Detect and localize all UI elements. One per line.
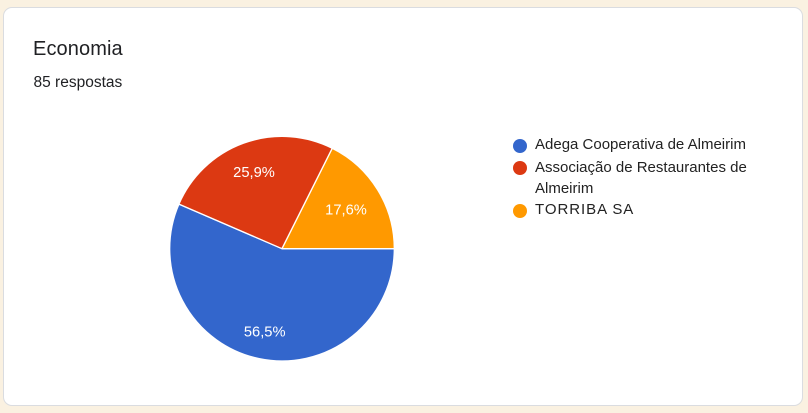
svg-text:17,6%: 17,6% <box>325 202 367 218</box>
svg-text:25,9%: 25,9% <box>233 165 275 181</box>
svg-text:56,5%: 56,5% <box>244 324 286 340</box>
